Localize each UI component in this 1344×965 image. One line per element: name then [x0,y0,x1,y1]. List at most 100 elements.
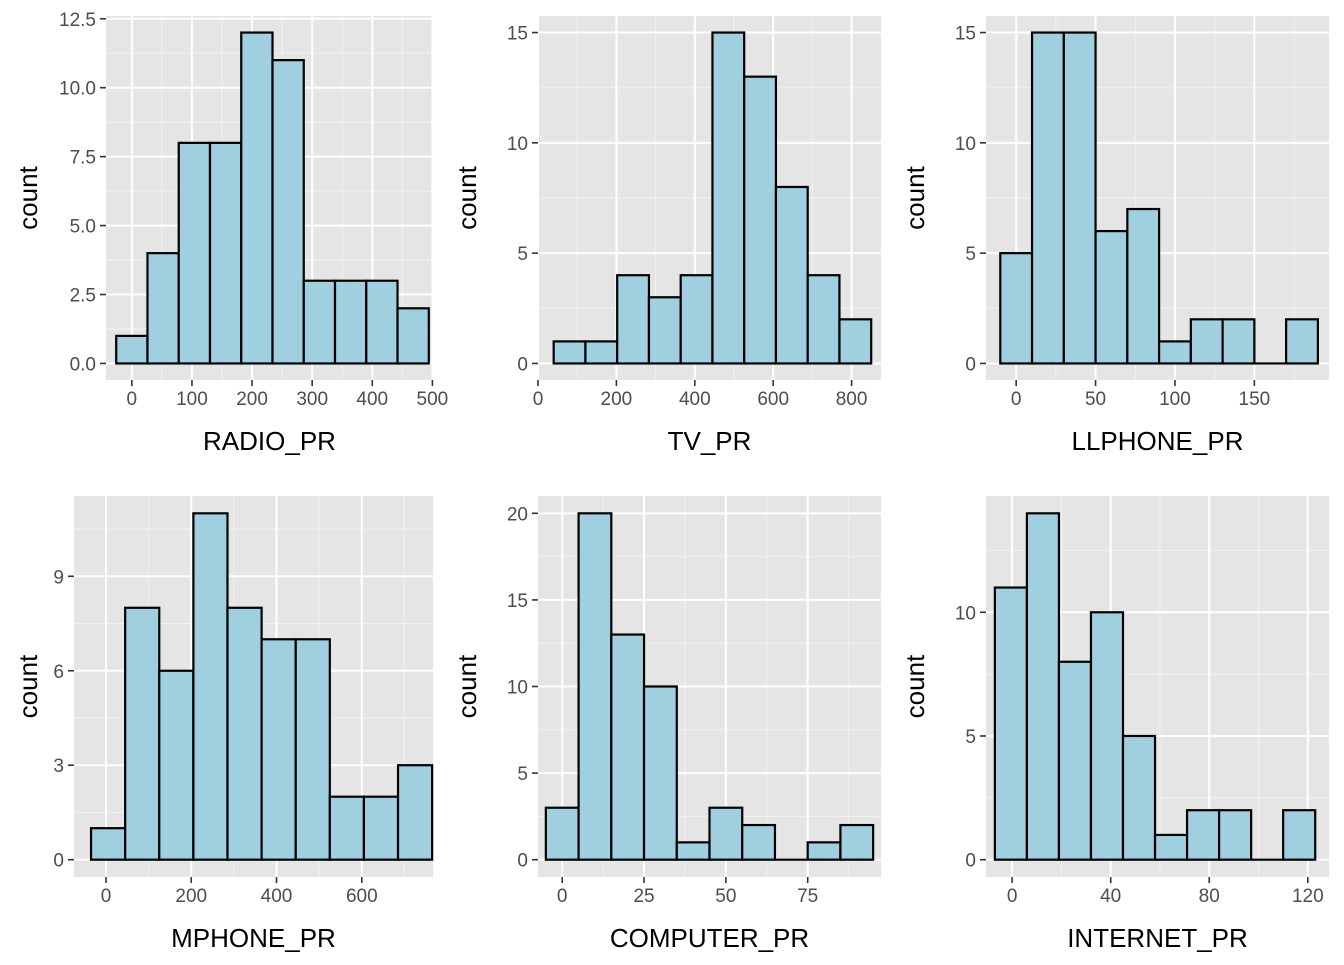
x-tick-label: 150 [1239,389,1271,410]
x-tick-label: 600 [757,389,789,410]
histogram-bar [806,274,841,365]
histogram-bar [839,823,875,861]
y-tick-label: 9 [53,567,64,588]
histogram-bar [577,512,613,861]
y-tick-label: 7.5 [70,148,96,169]
histogram-panel: 0 200 400 600 800 0 5 10 15 TV_PR count [452,16,881,456]
histogram-bar [1285,318,1319,365]
x-axis-title: LLPHONE_PR [1072,426,1244,456]
histogram-bar [1062,31,1097,365]
histogram-bar [1221,318,1256,365]
y-tick-label: 5.0 [70,217,96,238]
histogram-panel: 0 40 80 120 0 5 10 INTERNET_PR count [900,496,1329,953]
histogram-bar [365,279,399,365]
y-axis-title: count [900,654,930,718]
x-tick-label: 0 [101,886,112,907]
y-tick-label: 0 [517,354,528,375]
y-tick-label: 15 [507,591,528,612]
histogram-bar [1126,207,1161,365]
y-tick-label: 0 [965,354,976,375]
x-tick-label: 300 [296,389,328,410]
histogram-bar [708,806,744,861]
histogram-panel: 0 100 200 300 400 500 0.0 2.5 5.0 7.5 10.0 12.5 RADI… [13,10,448,456]
x-tick-label: 400 [679,389,711,410]
y-tick-label: 6 [53,662,64,683]
x-tick-label: 40 [1100,886,1121,907]
histogram-bar [711,31,746,365]
x-tick-label: 100 [1159,389,1191,410]
y-tick-label: 10 [955,603,976,624]
histogram-bar [1157,340,1192,365]
y-tick-label: 5 [517,764,528,785]
x-tick-label: 200 [175,886,207,907]
y-tick-label: 10 [955,134,976,155]
x-axis-title: RADIO_PR [203,426,336,456]
x-tick-label: 50 [715,886,736,907]
histogram-bar [616,274,651,365]
x-axis-title: MPHONE_PR [171,923,336,953]
histogram-bar [328,795,366,861]
histogram-bar [1030,31,1065,365]
x-tick-label: 0 [557,886,568,907]
y-tick-label: 0 [53,851,64,872]
y-tick-label: 15 [955,24,976,45]
y-axis-title: count [452,654,482,718]
y-axis-title: count [900,165,930,229]
x-tick-label: 200 [601,389,633,410]
x-tick-label: 80 [1199,886,1220,907]
histogram-panel: 0 200 400 600 0 3 6 9 MPHONE_PR count [13,496,434,953]
histogram-bar [838,318,873,365]
x-axis-title: TV_PR [668,426,752,456]
histogram-bar [177,141,212,365]
histogram-bar [999,252,1034,365]
x-tick-label: 800 [836,389,868,410]
y-tick-label: 0.0 [70,354,96,375]
x-tick-label: 200 [236,389,268,410]
x-tick-label: 0 [1007,886,1018,907]
y-tick-label: 0 [965,851,976,872]
histogram-bar [1189,318,1224,365]
y-tick-label: 2.5 [70,286,96,307]
x-tick-label: 0 [1011,389,1022,410]
histogram-bar [302,279,337,365]
histogram-bar [642,685,678,861]
histogram-bar [158,669,195,861]
x-tick-label: 400 [261,886,293,907]
histogram-bar [294,638,331,861]
histogram-bar [333,279,368,365]
y-tick-label: 10 [507,678,528,699]
histogram-bar [774,185,809,365]
x-tick-label: 75 [797,886,818,907]
y-tick-label: 20 [507,504,528,525]
x-tick-label: 0 [127,389,138,410]
x-tick-label: 25 [633,886,654,907]
histogram-bar [396,307,430,365]
y-tick-label: 15 [507,24,528,45]
histogram-bar [610,633,646,861]
histogram-bar [89,827,127,861]
histogram-bar [240,31,274,365]
y-tick-label: 3 [53,756,64,777]
histogram-bar [675,841,711,861]
x-tick-label: 100 [176,389,208,410]
histogram-bar [993,586,1029,861]
histogram-bar [362,795,400,861]
x-tick-label: 50 [1085,389,1106,410]
histogram-bar [806,841,842,861]
histogram-bar [115,334,149,365]
histogram-bar [1185,809,1221,861]
histogram-bar [647,296,682,365]
y-tick-label: 5 [965,244,976,265]
y-tick-label: 0 [517,851,528,872]
x-axis-title: COMPUTER_PR [610,923,809,953]
y-tick-label: 10.0 [59,79,96,100]
histogram-bar [1089,611,1125,861]
histogram-bar [1057,660,1093,861]
histogram-bar [544,806,580,861]
histogram-bar [260,638,297,861]
x-tick-label: 120 [1292,886,1324,907]
histogram-bar [226,606,263,861]
histogram-bar [271,59,305,365]
x-tick-label: 600 [346,886,378,907]
